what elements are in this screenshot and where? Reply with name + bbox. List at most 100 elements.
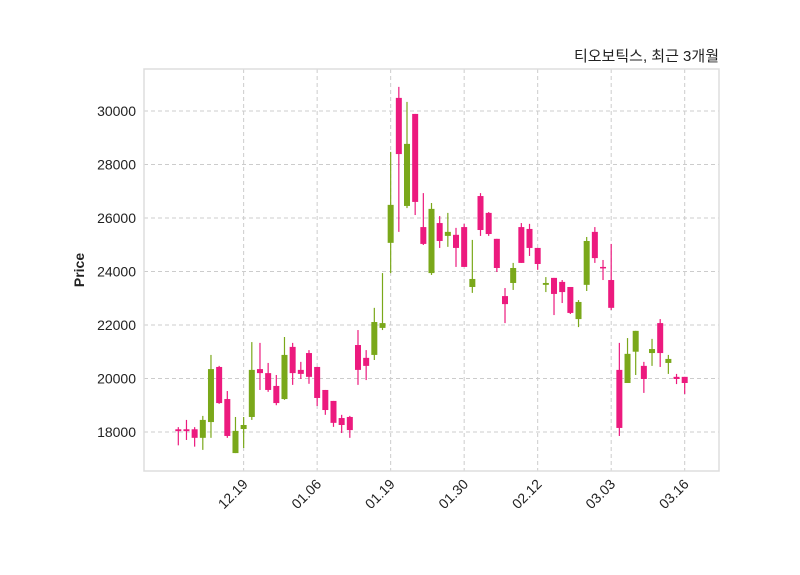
candle-body [640,365,647,379]
candle-body [567,286,574,313]
candle-up [371,307,378,361]
candle-down [256,342,263,390]
candle-body [412,113,419,202]
candle-down [591,227,598,263]
candle-body [477,196,484,231]
candle-body [305,353,312,377]
candle-body [673,376,680,379]
candle-down [273,374,280,406]
candle-down [436,216,443,248]
candle-body [559,281,566,293]
plot-frame [143,68,720,472]
candle-body [510,267,517,283]
candle-body [665,358,672,363]
candle-body [485,212,492,235]
candle-up [240,416,247,448]
candle-body [387,204,394,243]
y-axis-ticks: 18000 20000 22000 24000 26000 28000 30000 [97,103,136,440]
y-tick-label: 18000 [97,424,136,440]
candle-body [444,231,451,236]
candle-down [216,365,223,404]
candle-body [199,419,206,438]
candle-down [461,223,468,267]
x-tick-label: 03.16 [656,476,692,512]
candle-up [665,354,672,374]
candle-body [591,231,598,259]
candle-down [534,247,541,270]
candle-body [297,369,304,374]
candle-down [640,361,647,393]
candle-up [379,273,386,331]
candle-up [428,203,435,275]
candle-up [248,342,255,420]
candle-body [207,369,214,423]
candle-up [281,337,288,400]
candle-down [559,280,566,304]
candle-down [681,376,688,394]
candle-body [371,322,378,355]
candle-body [428,208,435,274]
y-tick-label: 26000 [97,210,136,226]
candle-down [395,86,402,232]
candles [175,86,688,454]
candle-down [330,400,337,427]
candle-body [420,227,427,244]
candle-body [265,373,272,390]
candle-body [518,227,525,263]
candle-down [297,361,304,379]
x-tick-label: 01.19 [362,476,398,512]
chart-title: 티오보틱스, 최근 3개월 [574,48,719,65]
candle-down [314,366,321,407]
candle-body [681,376,688,384]
candle-down [420,193,427,245]
candle-up [403,101,410,209]
candle-down [363,350,370,381]
candle-down [502,288,509,324]
x-tick-label: 03.03 [582,476,618,512]
candle-down [453,227,460,267]
candle-body [175,429,182,432]
candle-down [673,373,680,385]
y-tick-label: 20000 [97,370,136,386]
candle-down [175,427,182,446]
candle-down [346,415,353,438]
candle-down [657,319,664,367]
candle-down [338,414,345,434]
candle-body [583,240,590,285]
candle-body [379,323,386,328]
candle-up [199,415,206,450]
y-axis-label: Price [71,253,87,287]
candle-body [493,238,500,268]
candle-body [436,223,443,241]
candle-down [518,223,525,263]
candle-body [281,354,288,400]
candle-body [322,389,329,411]
x-axis-ticks: 12.19 01.06 01.19 01.30 02.12 03.03 03.16 [215,476,692,512]
candle-body [575,301,582,320]
candle-body [232,430,239,454]
candle-body [608,280,615,308]
candle-body [542,282,549,285]
candle-body [600,266,607,269]
candle-down [412,113,419,216]
candle-down [551,277,558,316]
candle-down [354,330,361,385]
x-tick-label: 12.19 [215,476,251,512]
candle-down [526,223,533,256]
y-tick-label: 24000 [97,263,136,279]
candle-down [567,286,574,314]
candle-body [624,353,631,384]
candle-down [600,259,607,281]
candle-body [248,369,255,417]
candle-body [461,227,468,267]
candle-body [502,296,509,305]
x-tick-label: 01.30 [435,476,471,512]
candle-body [526,228,533,248]
candle-body [191,429,198,438]
candle-body [469,278,476,287]
candle-body [330,400,337,423]
candle-up [387,151,394,274]
candle-up [444,212,451,247]
x-tick-label: 02.12 [509,476,545,512]
